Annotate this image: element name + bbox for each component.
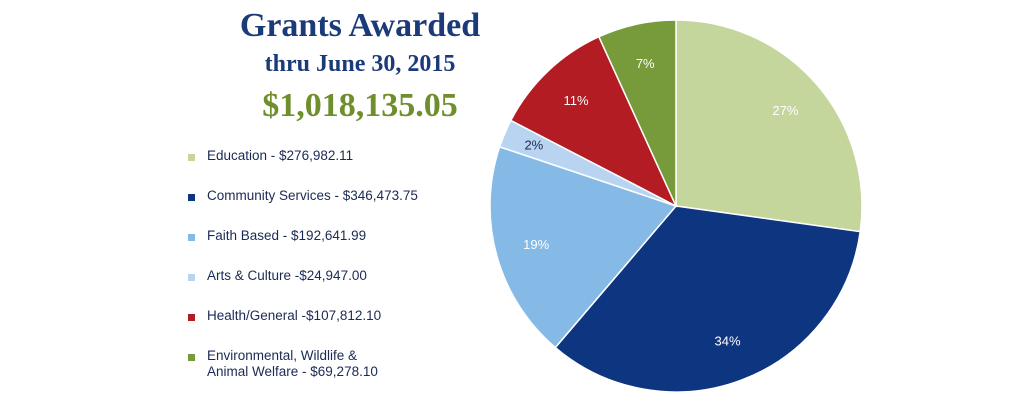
legend-item-arts-culture: Arts & Culture -$24,947.00 xyxy=(186,268,486,308)
pie-slice-community-services xyxy=(554,205,862,393)
legend-swatch xyxy=(188,194,195,201)
legend-swatch xyxy=(188,274,195,281)
chart-title: Grants Awarded xyxy=(239,7,481,44)
pie-label-education: 27% xyxy=(772,103,798,118)
legend-label: Health/General -$107,812.10 xyxy=(207,308,382,323)
legend-label: Arts & Culture -$24,947.00 xyxy=(207,268,367,283)
legend-item-faith-based: Faith Based - $192,641.99 xyxy=(186,228,486,268)
legend-item-community-services: Community Services - $346,473.75 xyxy=(186,188,486,228)
legend-label: Environmental, Wildlife & Animal Welfare… xyxy=(207,348,378,379)
pie-label-health-general: 11% xyxy=(563,93,588,108)
legend-swatch xyxy=(188,154,195,161)
legend-label: Faith Based - $192,641.99 xyxy=(207,228,367,243)
legend-label: Education - $276,982.11 xyxy=(207,148,354,163)
pie-label-community-services: 34% xyxy=(715,334,741,349)
pie-slice-environmental xyxy=(597,19,677,207)
pie-label-faith-based: 19% xyxy=(523,237,549,252)
pie-slice-faith-based xyxy=(489,145,678,349)
legend: Education - $276,982.11 Community Service… xyxy=(186,148,486,388)
legend-swatch xyxy=(188,314,195,321)
title-block: Grants Awarded thru June 30, 2015 $1,018… xyxy=(190,4,530,130)
pie-slice-education xyxy=(675,19,863,233)
chart-subtitle: thru June 30, 2015 xyxy=(264,51,456,77)
legend-item-education: Education - $276,982.11 xyxy=(186,148,486,188)
pie-slice-health-general xyxy=(509,35,678,208)
pie-chart: 27% 34% 19% 2% 11% 7% xyxy=(489,19,863,393)
pie-label-environmental: 7% xyxy=(636,56,655,71)
total-amount: $1,018,135.05 xyxy=(262,87,458,124)
pie-label-arts-culture: 2% xyxy=(524,138,543,153)
legend-swatch xyxy=(188,234,195,241)
legend-swatch xyxy=(188,354,195,361)
legend-item-environmental: Environmental, Wildlife & Animal Welfare… xyxy=(186,348,486,388)
legend-item-health-general: Health/General -$107,812.10 xyxy=(186,308,486,348)
legend-label: Community Services - $346,473.75 xyxy=(207,188,418,203)
